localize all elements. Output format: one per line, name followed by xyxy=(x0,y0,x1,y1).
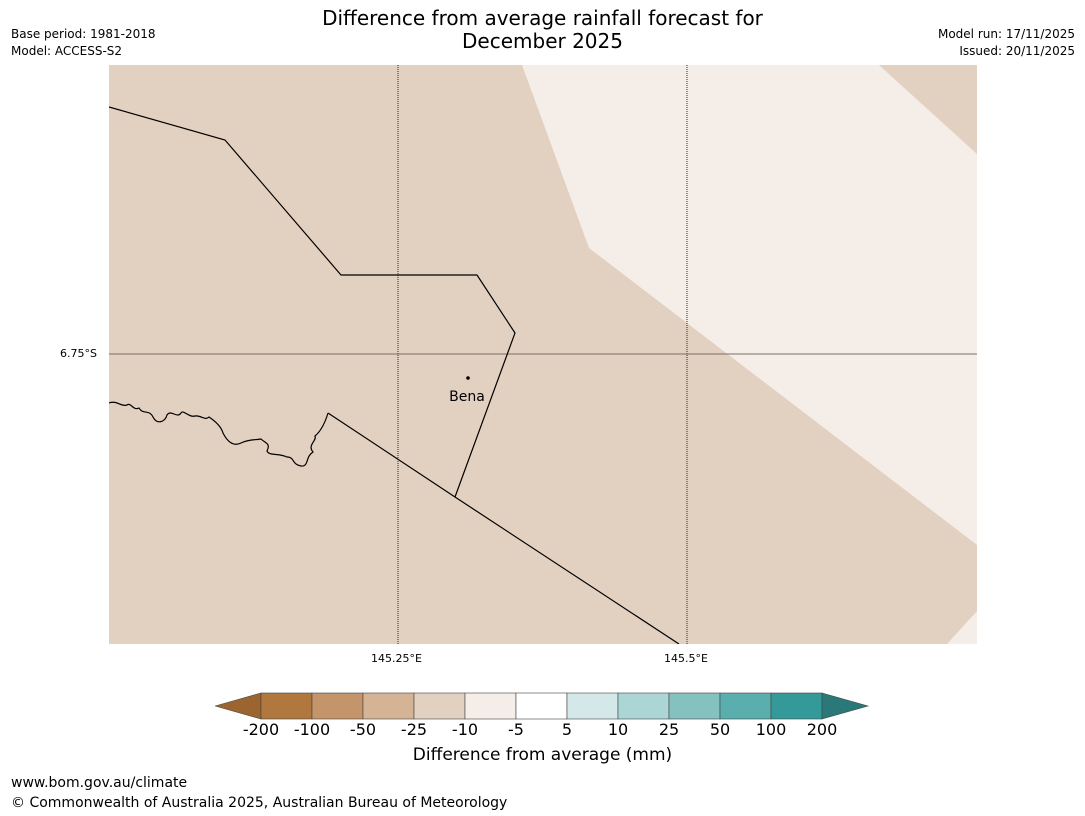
model-run-text: Model run: 17/11/2025 xyxy=(937,27,1075,41)
colorbar-tick-label: -25 xyxy=(400,720,428,739)
colorbar-segment xyxy=(719,692,772,720)
province-boundary-north xyxy=(109,106,516,498)
colorbar-segment xyxy=(464,692,517,720)
latitude-label-6-75s: 6.75°S xyxy=(60,347,97,360)
model-text: Model: ACCESS-S2 xyxy=(11,44,123,58)
colorbar-tick-label: 25 xyxy=(658,720,680,739)
map-panel[interactable]: Bena xyxy=(109,65,977,644)
colorbar-tick-label: 10 xyxy=(607,720,629,739)
colorbar-tick-label: -10 xyxy=(451,720,479,739)
colorbar-tick-label: -5 xyxy=(508,720,524,739)
meta-left: Base period: 1981-2018 Model: ACCESS-S2 xyxy=(11,26,156,60)
colorbar-segment xyxy=(770,692,823,720)
meta-right: Model run: 17/11/2025 Issued: 20/11/2025 xyxy=(938,26,1075,60)
colorbar-segment xyxy=(566,692,619,720)
title-line-2: December 2025 xyxy=(462,29,623,53)
bena-label: Bena xyxy=(449,389,485,405)
colorbar-tick-label: 50 xyxy=(709,720,731,739)
colorbar-segment xyxy=(515,692,568,720)
footer-copyright: © Commonwealth of Australia 2025, Austra… xyxy=(11,795,508,811)
colorbar xyxy=(215,692,870,720)
colorbar-tick-label: -200 xyxy=(242,720,280,739)
title-line-1: Difference from average rainfall forecas… xyxy=(322,6,763,30)
province-boundaries xyxy=(109,106,680,644)
province-boundary-south xyxy=(327,412,680,644)
colorbar-segment xyxy=(413,692,466,720)
colorbar-segment xyxy=(311,692,364,720)
light-anomaly-region-corner xyxy=(947,611,977,644)
colorbar-arrow-low xyxy=(215,692,262,720)
issued-text: Issued: 20/11/2025 xyxy=(959,44,1075,58)
colorbar-arrow-high xyxy=(821,692,870,720)
colorbar-segment xyxy=(668,692,721,720)
colorbar-tick-label: -100 xyxy=(293,720,331,739)
footer-url[interactable]: www.bom.gov.au/climate xyxy=(11,775,188,791)
bena-marker[interactable] xyxy=(466,376,470,380)
base-period-text: Base period: 1981-2018 xyxy=(11,27,156,41)
longitude-label-145-25e: 145.25°E xyxy=(371,652,422,665)
colorbar-segment xyxy=(617,692,670,720)
colorbar-tick-label: 200 xyxy=(806,720,838,739)
colorbar-segment xyxy=(362,692,415,720)
coastline xyxy=(109,401,329,467)
colorbar-tick-label: -50 xyxy=(349,720,377,739)
chart-title: Difference from average rainfall forecas… xyxy=(0,7,1085,53)
colorbar-label: Difference from average (mm) xyxy=(412,745,673,765)
colorbar-tick-label: 5 xyxy=(561,720,573,739)
colorbar-tick-label: 100 xyxy=(755,720,787,739)
light-anomaly-region xyxy=(522,65,977,545)
colorbar-segment xyxy=(260,692,313,720)
longitude-label-145-5e: 145.5°E xyxy=(664,652,708,665)
